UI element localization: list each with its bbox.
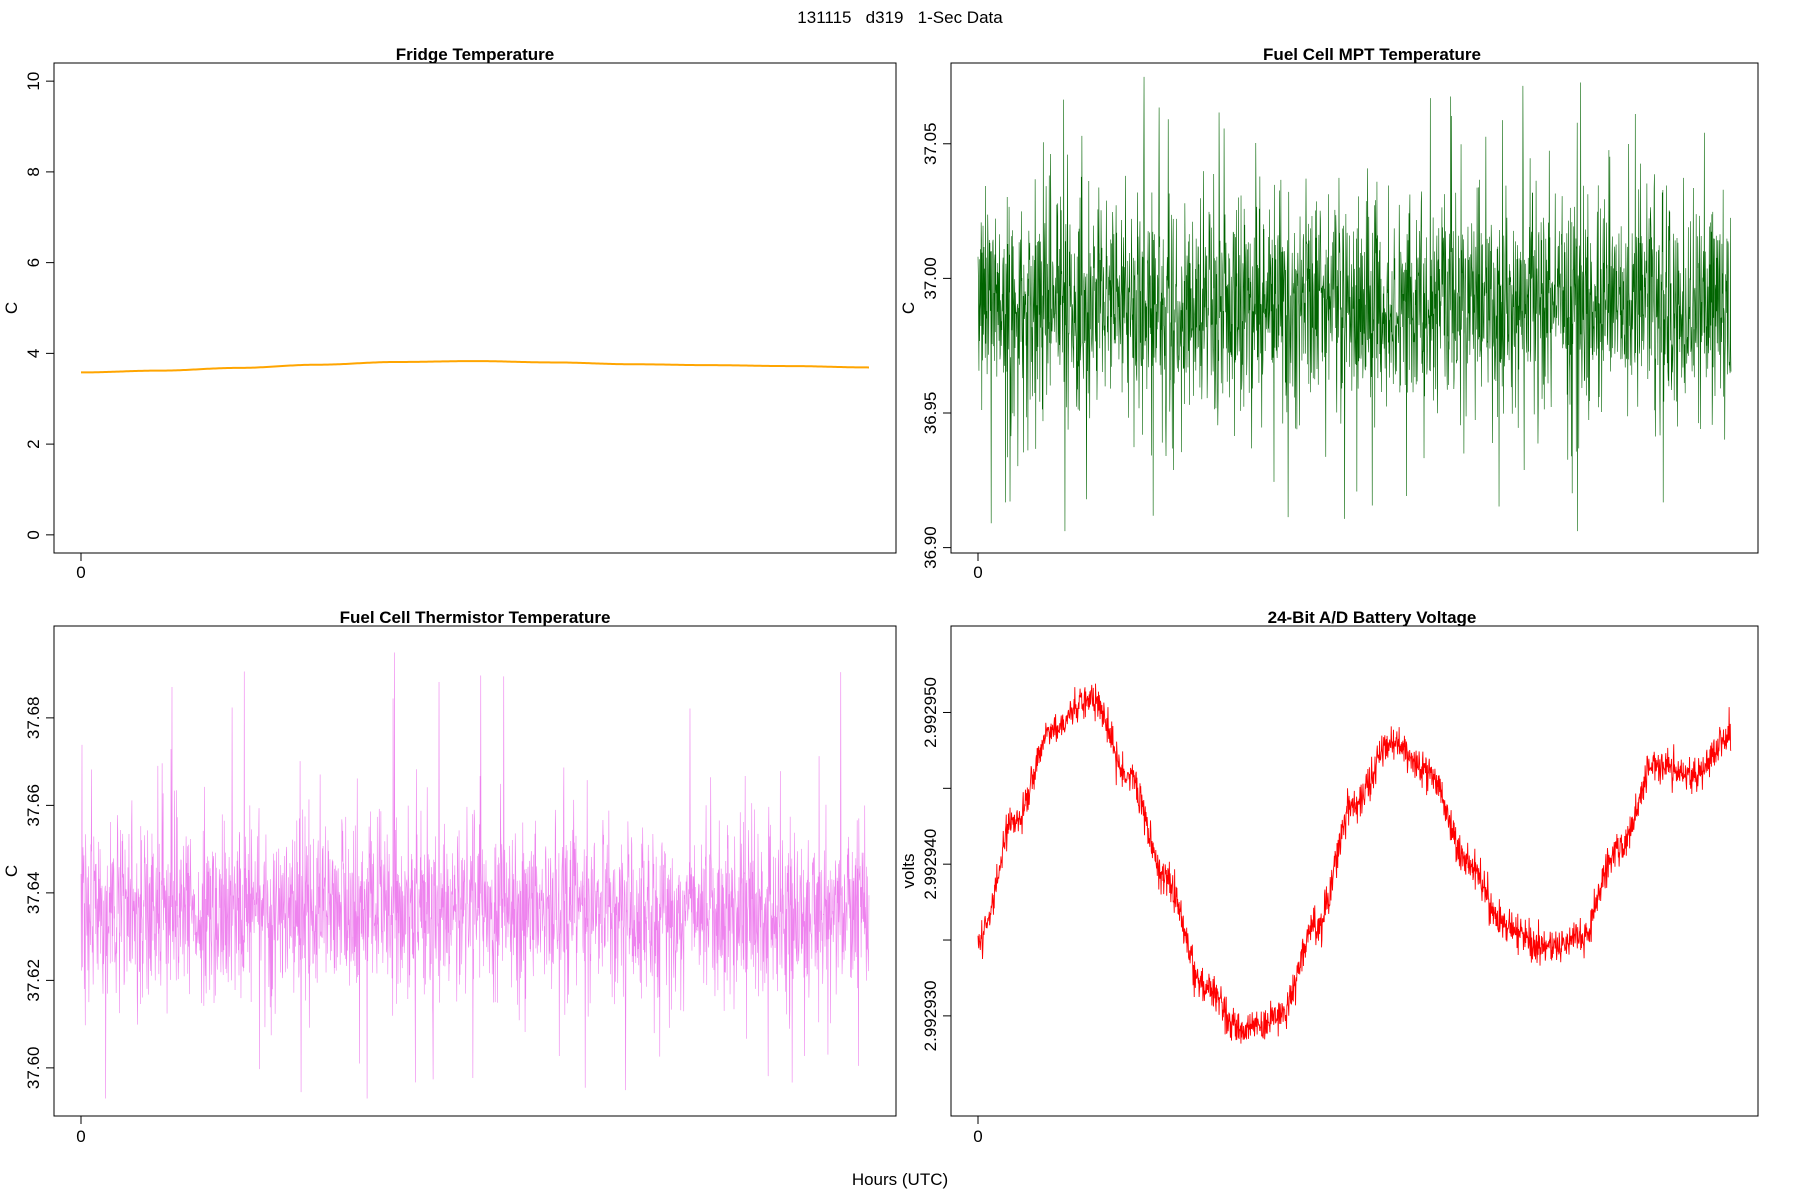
y-tick-label: 0 [24, 530, 43, 539]
y-tick-label: 37.05 [921, 122, 940, 165]
y-tick-label: 6 [24, 258, 43, 267]
y-tick-label: 37.00 [921, 257, 940, 300]
y-tick-label: 8 [24, 167, 43, 176]
x-tick-label: 0 [973, 563, 982, 582]
x-tick-label: 0 [76, 563, 85, 582]
y-axis-label: C [2, 865, 21, 877]
plot-frame [950, 62, 1759, 554]
panel-fridge-temperature: Fridge Temperature C 0 0 2 4 6 8 10 [2, 45, 897, 582]
panel-fuel-cell-mpt-temperature: Fuel Cell MPT Temperature C 0 36.90 36.95… [899, 45, 1759, 582]
y-tick-label: 10 [24, 72, 43, 91]
y-ticks: 2.992930 2.992940 2.992950 [921, 677, 979, 1124]
y-tick-label: 2.992950 [921, 677, 940, 748]
panel-title: Fuel Cell MPT Temperature [1263, 45, 1481, 64]
figure-suptitle: 131115 d319 1-Sec Data [797, 8, 1003, 27]
y-tick-label: 37.68 [24, 697, 43, 740]
panel-title: Fridge Temperature [396, 45, 554, 64]
panel-battery-voltage: 24-Bit A/D Battery Voltage volts 0 2.992… [899, 608, 1759, 1146]
y-tick-label: 2 [24, 439, 43, 448]
y-axis-label: C [899, 302, 918, 314]
y-tick-label: 2.992930 [921, 980, 940, 1051]
figure-x-axis-label: Hours (UTC) [852, 1170, 948, 1189]
y-tick-label: 36.90 [921, 526, 940, 569]
panel-title: 24-Bit A/D Battery Voltage [1268, 608, 1477, 627]
y-ticks: 37.60 37.62 37.64 37.66 37.68 [24, 697, 82, 1124]
y-ticks: 0 2 4 6 8 10 [24, 72, 82, 561]
y-tick-label: 37.62 [24, 959, 43, 1002]
series-path [977, 683, 1732, 1044]
series-line [80, 360, 870, 374]
y-tick-label: 36.95 [921, 392, 940, 435]
series-path [80, 360, 870, 374]
panel-title: Fuel Cell Thermistor Temperature [340, 608, 611, 627]
plot-frame [950, 625, 1759, 1117]
series-line [977, 683, 1732, 1044]
y-tick-label: 37.66 [24, 784, 43, 827]
y-tick-label: 4 [24, 349, 43, 358]
y-tick-label: 37.60 [24, 1047, 43, 1090]
y-tick-label: 37.64 [24, 872, 43, 915]
plot-frame [53, 62, 897, 554]
series-line [80, 652, 870, 1099]
y-tick-label: 2.992940 [921, 829, 940, 900]
series-path [80, 652, 870, 1099]
y-axis-label: C [2, 302, 21, 314]
series-line [977, 76, 1732, 532]
y-axis-label: volts [899, 854, 918, 889]
x-tick-label: 0 [973, 1127, 982, 1146]
y-ticks: 36.90 36.95 37.00 37.05 [921, 122, 979, 569]
plot-frame [53, 625, 897, 1117]
series-path [977, 76, 1732, 532]
x-tick-label: 0 [76, 1127, 85, 1146]
panel-fuel-cell-thermistor-temperature: Fuel Cell Thermistor Temperature C 0 37.… [2, 608, 897, 1146]
